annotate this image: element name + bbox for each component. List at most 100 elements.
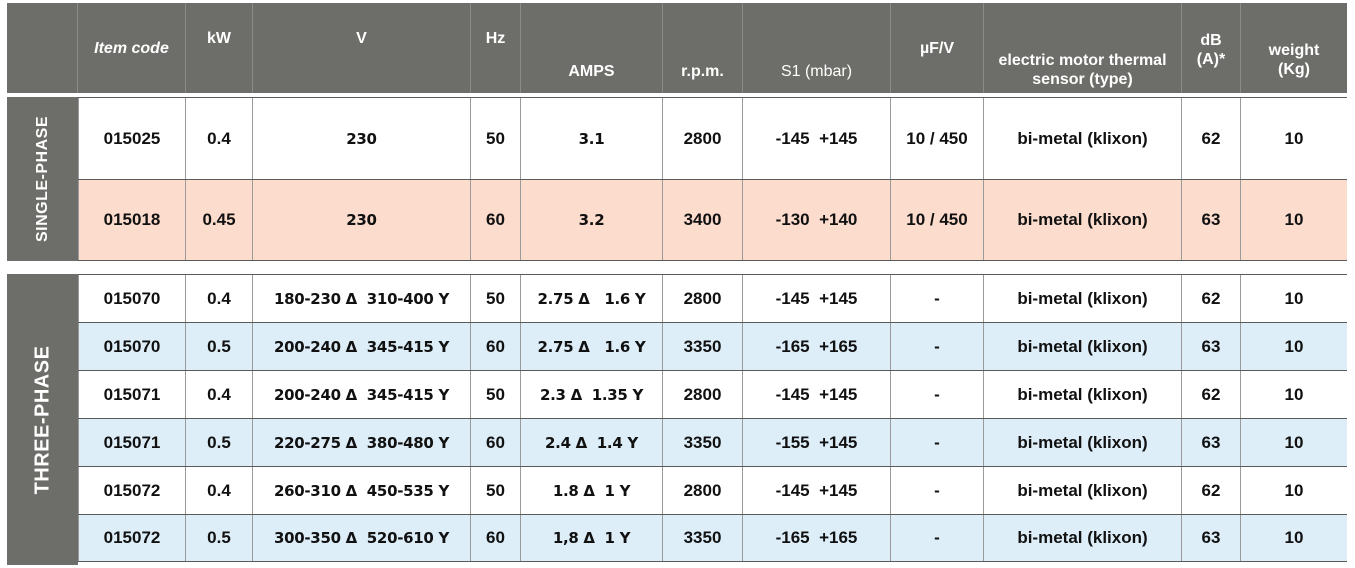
cell-rpm: 3350 [663, 515, 743, 561]
cell-uf: - [891, 515, 984, 561]
cell-weight: 10 [1284, 288, 1304, 308]
cell-kw: 0.4 [186, 98, 253, 179]
cell-db: 62 [1182, 467, 1241, 514]
cell-weight: 10 [1284, 210, 1304, 229]
cell-hz: 50 [471, 275, 521, 322]
cell-s1: -145 +145 [743, 371, 891, 418]
cell-code: 015018 [78, 180, 186, 260]
cell-uf: - [891, 371, 984, 418]
cell-amps: 1.8 Δ 1 Y [521, 467, 663, 514]
cell-s1: -165 +165 [743, 323, 891, 370]
cell-uf: - [891, 467, 984, 514]
cell-hz: 60 [471, 515, 521, 561]
cell-amps: 2.4 Δ 1.4 Y [521, 419, 663, 466]
group-label-three-phase: THREE-PHASE [7, 274, 78, 565]
cell-rpm: 3350 [663, 323, 743, 370]
cell-rpm: 2800 [663, 98, 743, 179]
cell-s1: -130 +140 [743, 180, 891, 260]
cell-rpm: 3400 [663, 180, 743, 260]
cell-sensor: bi-metal (klixon) [984, 180, 1182, 260]
cell-uf: 10 / 450 [891, 98, 984, 179]
header-sensor-line2: sensor (type) [1032, 71, 1133, 88]
header-v: V [253, 3, 471, 93]
cell-s1: -145 +145 [743, 275, 891, 322]
cell-code: 015072 [78, 515, 186, 561]
cell-weight: 10 [1284, 384, 1304, 404]
cell-kw: 0.4 [186, 467, 253, 514]
cell-v: 180-230 Δ 310-400 Y [253, 275, 471, 322]
spec-table: Item code kW V Hz AMPS r.p.m. S1 (mbar) … [7, 3, 1347, 565]
table-row: 015071 0.5 220-275 Δ 380-480 Y 60 2.4 Δ 1.4 … [78, 418, 1347, 466]
cell-code: 015025 [78, 98, 186, 179]
cell-weight: 10 [1284, 336, 1304, 356]
cell-sensor: bi-metal (klixon) [984, 467, 1182, 514]
cell-db: 62 [1182, 98, 1241, 179]
cell-hz: 60 [471, 419, 521, 466]
header-sensor-line1: electric motor thermal [998, 52, 1167, 69]
cell-amps: 3.2 [521, 180, 663, 260]
header-sensor: electric motor thermal sensor (type) [984, 3, 1182, 93]
cell-weight: 10 [1284, 128, 1304, 148]
cell-uf: - [891, 275, 984, 322]
cell-sensor: bi-metal (klixon) [984, 419, 1182, 466]
cell-hz: 60 [471, 323, 521, 370]
cell-v: 220-275 Δ 380-480 Y [253, 419, 471, 466]
cell-kw: 0.5 [186, 323, 253, 370]
cell-db: 63 [1182, 419, 1241, 466]
cell-sensor: bi-metal (klixon) [984, 275, 1182, 322]
cell-s1: -165 +165 [743, 515, 891, 561]
cell-code: 015070 [78, 275, 186, 322]
header-hz: Hz [471, 3, 521, 93]
cell-uf: - [891, 323, 984, 370]
cell-rpm: 2800 [663, 275, 743, 322]
cell-db: 63 [1182, 180, 1241, 260]
table-row: 015070 0.5 200-240 Δ 345-415 Y 60 2.75 Δ 1.6… [78, 322, 1347, 370]
cell-kw: 0.5 [186, 515, 253, 561]
cell-hz: 60 [471, 180, 521, 260]
cell-kw: 0.45 [186, 180, 253, 260]
cell-v: 200-240 Δ 345-415 Y [253, 371, 471, 418]
cell-kw: 0.5 [186, 419, 253, 466]
cell-rpm: 2800 [663, 371, 743, 418]
cell-rpm: 2800 [663, 467, 743, 514]
cell-amps: 1,8 Δ 1 Y [521, 515, 663, 561]
cell-uf: - [891, 419, 984, 466]
group-label-single-phase: SINGLE-PHASE [7, 97, 78, 261]
table-row: 015025 0.4 230 50 3.1 2800 -145 +145 10 / 450 bi… [78, 97, 1347, 179]
cell-sensor: bi-metal (klixon) [984, 98, 1182, 179]
table-row: 015018 0.45 230 60 3.2 3400 -130 +140 10 / 450 b… [78, 179, 1347, 261]
cell-hz: 50 [471, 371, 521, 418]
cell-weight: 10 [1284, 432, 1304, 452]
header-s1: S1 (mbar) [743, 3, 891, 93]
cell-db: 62 [1182, 275, 1241, 322]
header-amps: AMPS [521, 3, 663, 93]
cell-amps: 3.1 [521, 98, 663, 179]
header-db: dB (A)* [1182, 3, 1241, 93]
cell-amps: 2.3 Δ 1.35 Y [521, 371, 663, 418]
cell-code: 015070 [78, 323, 186, 370]
cell-s1: -155 +145 [743, 419, 891, 466]
cell-code: 015072 [78, 467, 186, 514]
cell-code: 015071 [78, 419, 186, 466]
cell-db: 62 [1182, 371, 1241, 418]
cell-v: 260-310 Δ 450-535 Y [253, 467, 471, 514]
header-db-line2: (A)* [1196, 51, 1226, 68]
cell-v: 200-240 Δ 345-415 Y [253, 323, 471, 370]
cell-hz: 50 [471, 98, 521, 179]
table-row: 015071 0.4 200-240 Δ 345-415 Y 50 2.3 Δ 1.35… [78, 370, 1347, 418]
header-kw: kW [186, 3, 253, 93]
cell-amps: 2.75 Δ 1.6 Y [521, 275, 663, 322]
cell-sensor: bi-metal (klixon) [984, 371, 1182, 418]
cell-amps: 2.75 Δ 1.6 Y [521, 323, 663, 370]
header-db-line1: dB [1200, 32, 1222, 49]
cell-s1: -145 +145 [743, 98, 891, 179]
header-weight-line1: weight [1268, 42, 1320, 59]
header-weight-line2: (Kg) [1278, 61, 1310, 78]
cell-weight: 10 [1284, 528, 1304, 547]
cell-db: 63 [1182, 515, 1241, 561]
table-header: Item code kW V Hz AMPS r.p.m. S1 (mbar) … [7, 3, 1347, 93]
cell-rpm: 3350 [663, 419, 743, 466]
cell-s1: -145 +145 [743, 467, 891, 514]
header-uf: µF/V [891, 3, 984, 93]
